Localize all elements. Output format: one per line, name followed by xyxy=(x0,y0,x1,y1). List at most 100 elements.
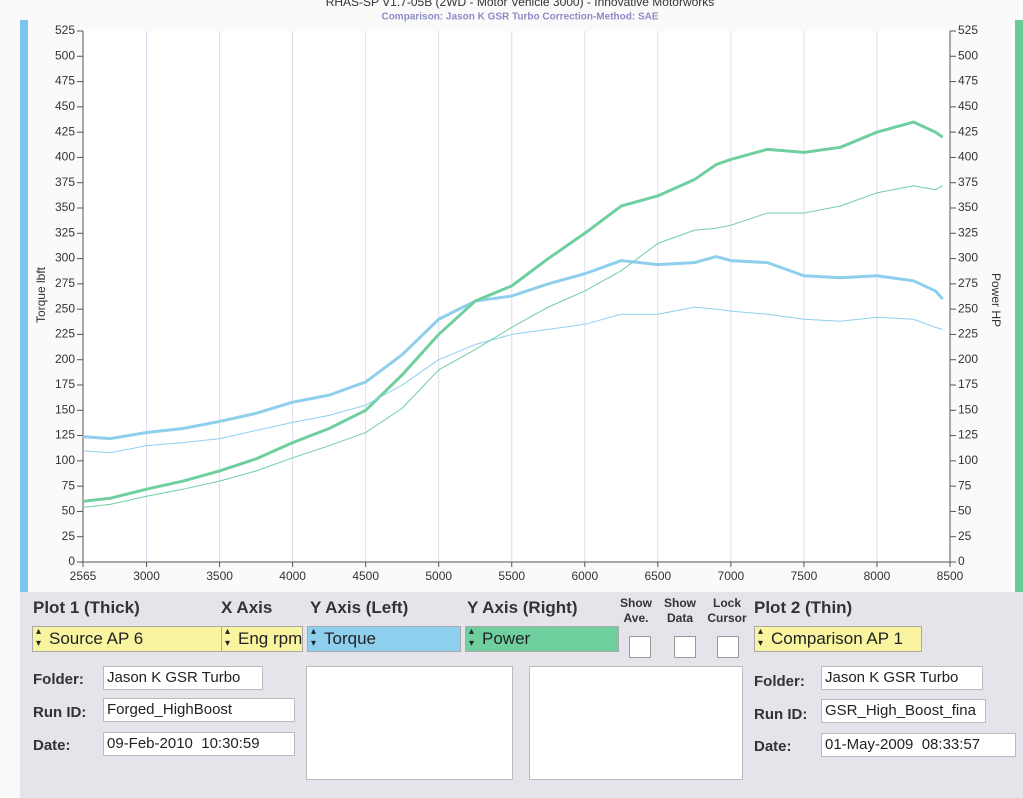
y2-tick-label: 175 xyxy=(958,377,978,391)
y-tick-label: 125 xyxy=(55,428,75,442)
show-ave-label: Show Ave. xyxy=(620,596,652,625)
y2-tick-label: 350 xyxy=(958,200,978,214)
x-tick-label: 2565 xyxy=(70,569,97,583)
series-line xyxy=(82,185,943,508)
lock-cursor-label: Lock Cursor xyxy=(707,596,747,625)
plot2-date-label: Date: xyxy=(754,738,792,755)
series-line xyxy=(82,120,944,503)
series-line xyxy=(82,306,943,454)
y2-tick-label: 525 xyxy=(958,23,978,37)
y-tick-label: 500 xyxy=(55,48,75,62)
y-tick-label: 225 xyxy=(55,327,75,341)
y-tick-label: 250 xyxy=(55,301,75,315)
plot1-folder-label: Folder: xyxy=(33,671,84,688)
plot1-source-dropdown[interactable]: Source AP 6 xyxy=(32,626,228,652)
plot2-folder: Jason K GSR Turbo xyxy=(821,666,983,690)
x-tick-label: 5500 xyxy=(498,569,525,583)
y2-tick-label: 25 xyxy=(958,529,972,543)
x-tick-label: 7500 xyxy=(791,569,818,583)
y2-tick-label: 225 xyxy=(958,327,978,341)
y-tick-label: 300 xyxy=(55,251,75,265)
y2-tick-label: 100 xyxy=(958,453,978,467)
y2-tick-label: 450 xyxy=(958,99,978,113)
plot-area xyxy=(83,31,950,562)
y-tick-label: 150 xyxy=(55,402,75,416)
y-tick-label: 475 xyxy=(55,74,75,88)
plot2-heading: Plot 2 (Thin) xyxy=(754,598,853,617)
info-box-1 xyxy=(306,666,513,780)
y-tick-label: 0 xyxy=(68,554,75,568)
y-tick-label: 50 xyxy=(62,504,76,518)
x-tick-label: 6500 xyxy=(644,569,671,583)
show-ave-checkbox[interactable] xyxy=(629,636,651,658)
y2-tick-label: 275 xyxy=(958,276,978,290)
plot1-date: 09-Feb-2010 10:30:59 xyxy=(103,732,295,756)
x-tick-label: 7000 xyxy=(718,569,745,583)
y-tick-label: 400 xyxy=(55,150,75,164)
chart: RHAS-SP V1.7-05B (2WD - Motor Vehicle 30… xyxy=(20,0,1023,592)
series-line xyxy=(82,255,944,441)
y-right-dropdown[interactable]: Power xyxy=(465,626,619,652)
x-tick-label: 5000 xyxy=(425,569,452,583)
plot1-folder: Jason K GSR Turbo xyxy=(103,666,263,690)
plot1-date-label: Date: xyxy=(33,737,71,754)
y-tick-label: 75 xyxy=(62,478,76,492)
show-data-label: Show Data xyxy=(664,596,696,625)
chart-subtitle: Comparison: Jason K GSR Turbo Correction… xyxy=(381,12,658,23)
plot1-heading: Plot 1 (Thick) xyxy=(33,598,140,617)
y-tick-label: 425 xyxy=(55,124,75,138)
y-tick-label: 25 xyxy=(62,529,76,543)
y2-tick-label: 500 xyxy=(958,48,978,62)
left-bar xyxy=(20,20,28,592)
y2-tick-label: 50 xyxy=(958,504,972,518)
y2-tick-label: 475 xyxy=(958,74,978,88)
x-axis-dropdown[interactable]: Eng rpm xyxy=(221,626,303,652)
y-tick-label: 375 xyxy=(55,175,75,189)
plot2-source-dropdown[interactable]: Comparison AP 1 xyxy=(754,626,922,652)
y2-tick-label: 0 xyxy=(958,554,965,568)
y-axis-label: Torque lbft xyxy=(34,266,48,323)
y2-tick-label: 250 xyxy=(958,301,978,315)
y-tick-label: 325 xyxy=(55,225,75,239)
y2-tick-label: 150 xyxy=(958,402,978,416)
chart-title: RHAS-SP V1.7-05B (2WD - Motor Vehicle 30… xyxy=(326,0,715,9)
y2-tick-label: 300 xyxy=(958,251,978,265)
x-tick-label: 6000 xyxy=(571,569,598,583)
x-tick-label: 8500 xyxy=(937,569,964,583)
y2-tick-label: 75 xyxy=(958,478,972,492)
y-right-heading: Y Axis (Right) xyxy=(467,598,578,617)
y-tick-label: 275 xyxy=(55,276,75,290)
info-box-2 xyxy=(529,666,743,780)
y2-tick-label: 125 xyxy=(958,428,978,442)
right-bar xyxy=(1015,20,1023,592)
lock-cursor-checkbox[interactable] xyxy=(717,636,739,658)
y-tick-label: 200 xyxy=(55,352,75,366)
x-tick-label: 3500 xyxy=(206,569,233,583)
x-tick-label: 8000 xyxy=(864,569,891,583)
y-tick-label: 450 xyxy=(55,99,75,113)
y2-tick-label: 400 xyxy=(958,150,978,164)
y-left-dropdown[interactable]: Torque xyxy=(307,626,461,652)
plot2-folder-label: Folder: xyxy=(754,673,805,690)
x-axis-heading: X Axis xyxy=(221,598,273,617)
y2-tick-label: 425 xyxy=(958,124,978,138)
plot1-run-label: Run ID: xyxy=(33,704,87,721)
show-data-checkbox[interactable] xyxy=(674,636,696,658)
plot2-run: GSR_High_Boost_fina xyxy=(821,699,986,723)
plot2-date: 01-May-2009 08:33:57 xyxy=(821,733,1016,757)
y-tick-label: 175 xyxy=(55,377,75,391)
y-tick-label: 100 xyxy=(55,453,75,467)
y2-tick-label: 375 xyxy=(958,175,978,189)
plot1-run: Forged_HighBoost xyxy=(103,698,295,722)
x-tick-label: 4000 xyxy=(279,569,306,583)
y-tick-label: 350 xyxy=(55,200,75,214)
y2-axis-label: Power HP xyxy=(989,273,1003,327)
x-tick-label: 3000 xyxy=(133,569,160,583)
x-tick-label: 4500 xyxy=(352,569,379,583)
y-left-heading: Y Axis (Left) xyxy=(310,598,409,617)
control-panel: Plot 1 (Thick) X Axis Y Axis (Left) Y Ax… xyxy=(20,592,1023,798)
plot2-run-label: Run ID: xyxy=(754,706,808,723)
y-tick-label: 525 xyxy=(55,23,75,37)
y2-tick-label: 325 xyxy=(958,225,978,239)
